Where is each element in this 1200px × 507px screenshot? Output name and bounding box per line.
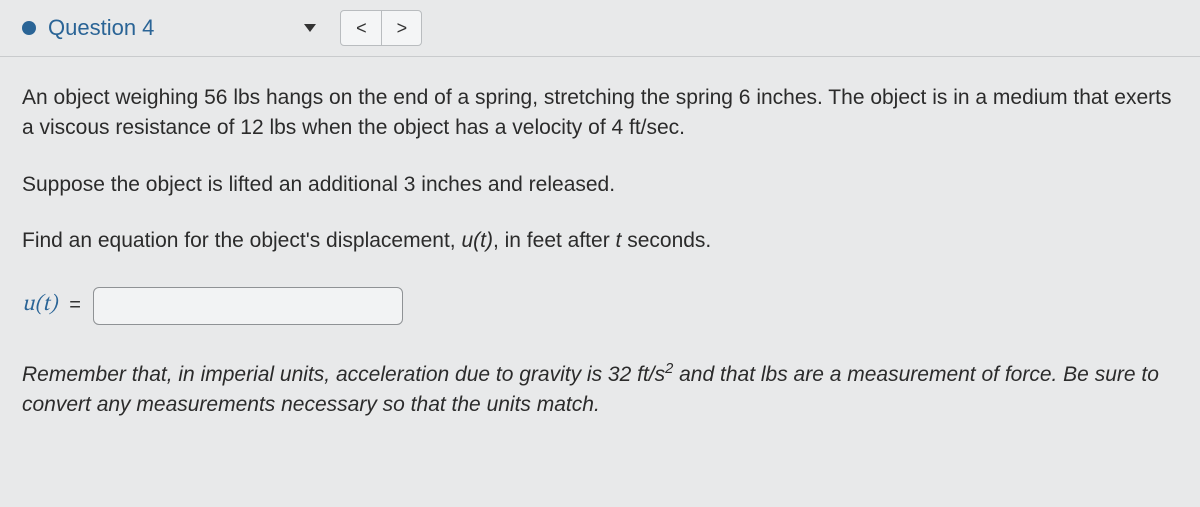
prompt-pre: Find an equation for the object's displa… (22, 229, 461, 252)
answer-input[interactable] (93, 287, 403, 325)
chevron-left-icon: < (356, 18, 367, 39)
problem-paragraph-2: Suppose the object is lifted an addition… (22, 170, 1178, 200)
note-pre: Remember that, in imperial units, accele… (22, 363, 665, 386)
question-header: Question 4 < > (0, 0, 1200, 57)
chevron-right-icon: > (397, 18, 408, 39)
answer-variable-label: u(t) (22, 290, 57, 322)
next-button[interactable]: > (381, 11, 421, 45)
prompt-ut: u(t) (461, 229, 493, 252)
prompt-post: seconds. (621, 229, 711, 252)
equals-sign: = (69, 291, 81, 320)
question-nav: < > (340, 10, 422, 46)
question-page: Question 4 < > An object weighing 56 lbs… (0, 0, 1200, 507)
status-dot-icon (22, 21, 36, 35)
prompt-mid: , in feet after (493, 229, 616, 252)
caret-down-icon[interactable] (304, 24, 316, 32)
answer-row: u(t) = (22, 287, 1178, 325)
question-body: An object weighing 56 lbs hangs on the e… (0, 57, 1200, 441)
problem-paragraph-1: An object weighing 56 lbs hangs on the e… (22, 83, 1178, 144)
question-title[interactable]: Question 4 (48, 15, 154, 41)
prev-button[interactable]: < (341, 11, 381, 45)
hint-note: Remember that, in imperial units, accele… (22, 359, 1178, 421)
prompt-line: Find an equation for the object's displa… (22, 226, 1178, 256)
